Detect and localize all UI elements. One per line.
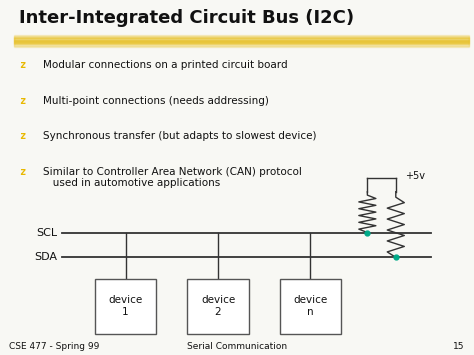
Text: Modular connections on a printed circuit board: Modular connections on a printed circuit… bbox=[43, 60, 287, 70]
Text: CSE 477 - Spring 99: CSE 477 - Spring 99 bbox=[9, 343, 100, 351]
Text: 15: 15 bbox=[453, 343, 465, 351]
Bar bbox=[14, 43, 469, 47]
Text: +5v: +5v bbox=[405, 171, 425, 181]
Text: device
2: device 2 bbox=[201, 295, 235, 317]
FancyBboxPatch shape bbox=[187, 279, 249, 334]
Text: Similar to Controller Area Network (CAN) protocol
   used in automotive applicat: Similar to Controller Area Network (CAN)… bbox=[43, 167, 301, 189]
Text: SDA: SDA bbox=[34, 252, 57, 262]
Text: SCL: SCL bbox=[36, 228, 57, 237]
Text: z: z bbox=[19, 60, 25, 70]
Bar bbox=[14, 36, 469, 39]
Text: z: z bbox=[19, 131, 25, 141]
Bar bbox=[14, 35, 469, 38]
Text: device
n: device n bbox=[293, 295, 328, 317]
Bar bbox=[14, 42, 469, 46]
Text: Multi-point connections (needs addressing): Multi-point connections (needs addressin… bbox=[43, 96, 269, 106]
Bar bbox=[14, 40, 469, 43]
Text: Synchronous transfer (but adapts to slowest device): Synchronous transfer (but adapts to slow… bbox=[43, 131, 316, 141]
Bar bbox=[14, 41, 469, 44]
Text: z: z bbox=[19, 167, 25, 177]
Text: Inter-Integrated Circuit Bus (I2C): Inter-Integrated Circuit Bus (I2C) bbox=[19, 9, 354, 27]
Bar bbox=[14, 38, 469, 42]
Text: z: z bbox=[19, 96, 25, 106]
Bar bbox=[14, 37, 469, 41]
Text: Serial Communication: Serial Communication bbox=[187, 343, 287, 351]
Text: device
1: device 1 bbox=[109, 295, 143, 317]
FancyBboxPatch shape bbox=[95, 279, 156, 334]
FancyBboxPatch shape bbox=[280, 279, 341, 334]
